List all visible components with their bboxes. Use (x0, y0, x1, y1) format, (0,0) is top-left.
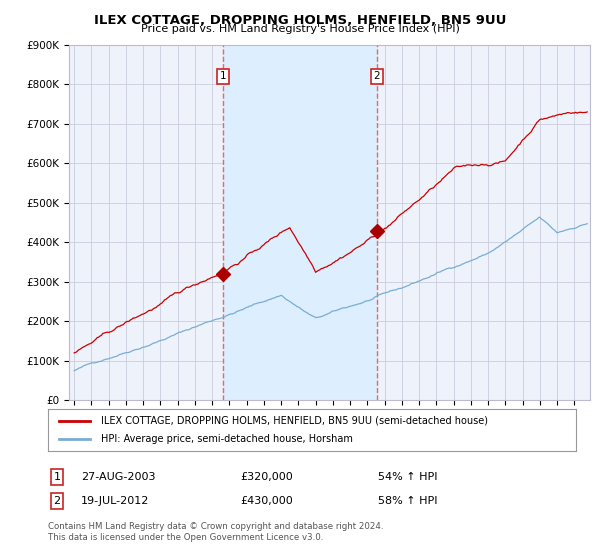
Text: 1: 1 (53, 472, 61, 482)
Text: 2: 2 (53, 496, 61, 506)
Text: 1: 1 (220, 72, 227, 81)
Text: 54% ↑ HPI: 54% ↑ HPI (378, 472, 437, 482)
Text: Contains HM Land Registry data © Crown copyright and database right 2024.: Contains HM Land Registry data © Crown c… (48, 522, 383, 531)
Text: HPI: Average price, semi-detached house, Horsham: HPI: Average price, semi-detached house,… (101, 434, 353, 444)
Text: 2: 2 (373, 72, 380, 81)
Text: Price paid vs. HM Land Registry's House Price Index (HPI): Price paid vs. HM Land Registry's House … (140, 24, 460, 34)
Text: ILEX COTTAGE, DROPPING HOLMS, HENFIELD, BN5 9UU: ILEX COTTAGE, DROPPING HOLMS, HENFIELD, … (94, 14, 506, 27)
Text: 27-AUG-2003: 27-AUG-2003 (81, 472, 155, 482)
Text: £430,000: £430,000 (240, 496, 293, 506)
Text: 19-JUL-2012: 19-JUL-2012 (81, 496, 149, 506)
Text: £320,000: £320,000 (240, 472, 293, 482)
Text: 58% ↑ HPI: 58% ↑ HPI (378, 496, 437, 506)
Text: ILEX COTTAGE, DROPPING HOLMS, HENFIELD, BN5 9UU (semi-detached house): ILEX COTTAGE, DROPPING HOLMS, HENFIELD, … (101, 416, 488, 426)
Bar (223, 45, 377, 400)
Text: This data is licensed under the Open Government Licence v3.0.: This data is licensed under the Open Gov… (48, 533, 323, 542)
